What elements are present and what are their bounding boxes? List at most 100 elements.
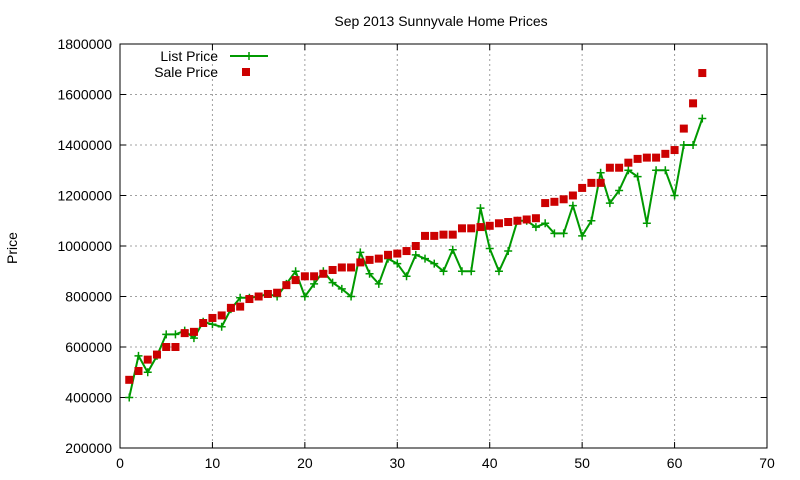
sale-price-point xyxy=(236,302,245,311)
list-price-point xyxy=(365,269,374,278)
legend-swatch-marker xyxy=(242,68,250,76)
sale-price-point xyxy=(504,218,513,227)
list-price-point xyxy=(291,267,300,276)
sale-price-point xyxy=(559,195,568,204)
chart-title: Sep 2013 Sunnyvale Home Prices xyxy=(334,13,547,29)
sale-price-point xyxy=(180,329,189,338)
sale-price-point xyxy=(291,276,300,285)
list-price-point xyxy=(559,229,568,238)
sale-price-point xyxy=(152,350,161,359)
sale-price-point xyxy=(578,183,587,192)
sale-price-point xyxy=(347,263,356,272)
list-price-point xyxy=(633,172,642,181)
list-price-point xyxy=(679,141,688,149)
y-tick-label: 1600000 xyxy=(57,87,112,103)
x-tick-label: 0 xyxy=(116,455,124,471)
sale-price-point xyxy=(365,255,374,264)
list-price-point xyxy=(541,219,550,228)
sale-price-point xyxy=(245,295,254,304)
list-price-point xyxy=(531,223,540,232)
list-price-point xyxy=(661,166,670,175)
list-price-point xyxy=(578,231,587,240)
sale-price-point xyxy=(615,163,624,172)
y-axis-label: Price xyxy=(4,232,20,264)
sale-price-point xyxy=(273,288,282,297)
sale-price-point xyxy=(319,269,328,278)
sale-price-point xyxy=(550,197,559,206)
sale-price-point xyxy=(522,215,531,224)
sale-price-point xyxy=(457,224,466,233)
series-list-price xyxy=(125,114,707,402)
sale-price-point xyxy=(300,272,309,281)
list-price-point xyxy=(421,254,430,263)
y-tick-label: 800000 xyxy=(65,289,112,305)
list-price-point xyxy=(356,248,365,257)
sale-price-point xyxy=(421,231,430,240)
sale-price-point xyxy=(384,250,393,259)
sale-price-point xyxy=(476,223,485,232)
list-price-point xyxy=(550,229,559,238)
sale-price-point xyxy=(587,178,596,187)
sale-price-point xyxy=(199,319,208,328)
sale-price-point xyxy=(661,149,670,158)
list-price-point xyxy=(467,267,476,276)
x-tick-label: 20 xyxy=(297,455,313,471)
sale-price-point xyxy=(134,366,143,375)
x-tick-label: 50 xyxy=(574,455,590,471)
y-tick-label: 600000 xyxy=(65,339,112,355)
sale-price-point xyxy=(430,231,439,240)
list-price-point xyxy=(494,267,503,276)
list-price-point xyxy=(402,272,411,281)
list-price-point xyxy=(134,351,143,360)
list-price-point xyxy=(430,259,439,268)
series-sale-price xyxy=(125,69,707,384)
sale-price-point xyxy=(356,258,365,267)
sale-price-point xyxy=(263,289,272,298)
y-tick-label: 1200000 xyxy=(57,188,112,204)
y-tick-label: 1000000 xyxy=(57,238,112,254)
sale-price-point xyxy=(310,272,319,281)
sale-price-point xyxy=(698,69,707,78)
list-price-point xyxy=(698,114,707,123)
sale-price-point xyxy=(162,343,171,351)
sale-price-point xyxy=(596,178,605,187)
list-price-point xyxy=(652,166,661,175)
sale-price-point xyxy=(226,303,235,312)
x-tick-label: 30 xyxy=(389,455,405,471)
x-tick-label: 40 xyxy=(482,455,498,471)
legend-label: List Price xyxy=(160,48,218,64)
sale-price-point xyxy=(541,199,550,208)
x-tick-label: 10 xyxy=(205,455,221,471)
list-price-point xyxy=(448,245,457,254)
sale-price-point xyxy=(494,219,503,228)
list-price-point xyxy=(300,292,309,301)
y-tick-label: 200000 xyxy=(65,440,112,456)
list-price-point xyxy=(568,201,577,210)
list-price-point xyxy=(162,330,171,339)
sale-price-point xyxy=(171,343,180,351)
sale-price-point xyxy=(411,242,420,250)
y-tick-label: 1400000 xyxy=(57,137,112,153)
sale-price-point xyxy=(328,265,337,274)
list-price-point xyxy=(457,267,466,276)
legend-swatch-marker xyxy=(245,52,253,60)
sale-price-point xyxy=(143,355,152,364)
list-price-point xyxy=(171,330,180,339)
sale-price-point xyxy=(254,292,263,301)
list-price-point xyxy=(485,244,494,253)
y-tick-label: 400000 xyxy=(65,390,112,406)
list-price-point xyxy=(605,199,614,208)
list-price-point xyxy=(615,186,624,195)
sale-price-point xyxy=(568,191,577,200)
sale-price-point xyxy=(513,216,522,225)
sale-price-point xyxy=(531,214,540,223)
list-price-point xyxy=(411,250,420,259)
sale-price-point xyxy=(467,224,476,233)
sale-price-point xyxy=(439,230,448,239)
list-price-point xyxy=(642,219,651,228)
list-price-point xyxy=(337,284,346,293)
list-price-point xyxy=(670,191,679,200)
sale-price-point xyxy=(485,221,494,230)
